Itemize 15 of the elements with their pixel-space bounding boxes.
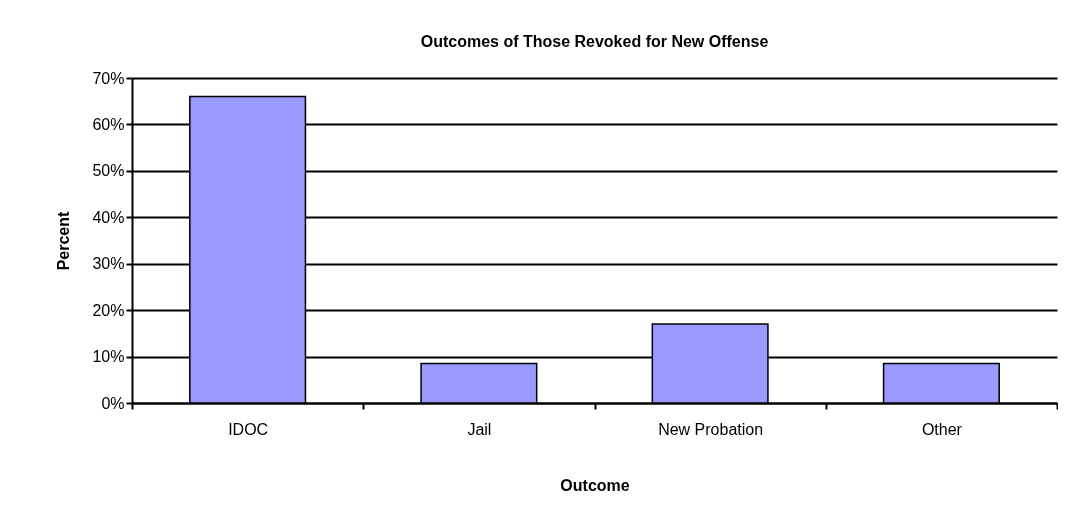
y-tick-label: 70%	[92, 69, 125, 87]
y-tick-label: 20%	[92, 301, 125, 319]
y-tick-label: 30%	[92, 255, 125, 273]
y-tick-label: 40%	[92, 208, 125, 226]
x-tick-label: New Probation	[658, 420, 764, 438]
y-tick-label: 0%	[101, 394, 125, 412]
chart-title: Outcomes of Those Revoked for New Offense	[420, 33, 769, 50]
x-tick-label: IDOC	[228, 420, 269, 438]
y-tick-label: 60%	[92, 115, 125, 133]
x-tick-label: Jail	[467, 420, 492, 438]
x-tick-label: Other	[921, 420, 963, 438]
y-axis-title: Percent	[55, 210, 73, 271]
y-tick-label: 50%	[92, 162, 125, 180]
x-axis-title: Outcome	[560, 476, 630, 494]
y-tick-label: 10%	[92, 348, 125, 366]
